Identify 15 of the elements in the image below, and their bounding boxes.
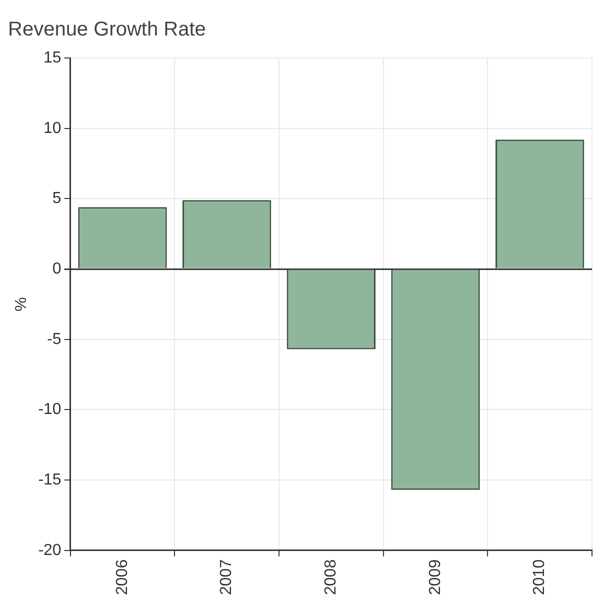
x-tick-label: 2006 — [114, 559, 131, 595]
y-axis-title: % — [13, 297, 30, 312]
x-tick-label: 2009 — [426, 559, 444, 595]
y-tick-label: -5 — [47, 330, 62, 348]
y-tick-label: -20 — [38, 542, 62, 559]
x-tick-label: 2010 — [531, 559, 548, 595]
x-tick-label: 2007 — [218, 559, 236, 595]
y-tick-label: -10 — [38, 401, 62, 418]
y-tick-label: 10 — [44, 120, 62, 137]
y-tick-label: 0 — [52, 260, 62, 278]
x-tick-label: 2008 — [322, 559, 340, 595]
y-tick-label: -15 — [38, 471, 62, 488]
y-tick-label: 5 — [52, 190, 62, 208]
chart-title: Revenue Growth Rate — [8, 18, 206, 41]
y-tick-label: 15 — [44, 49, 62, 66]
